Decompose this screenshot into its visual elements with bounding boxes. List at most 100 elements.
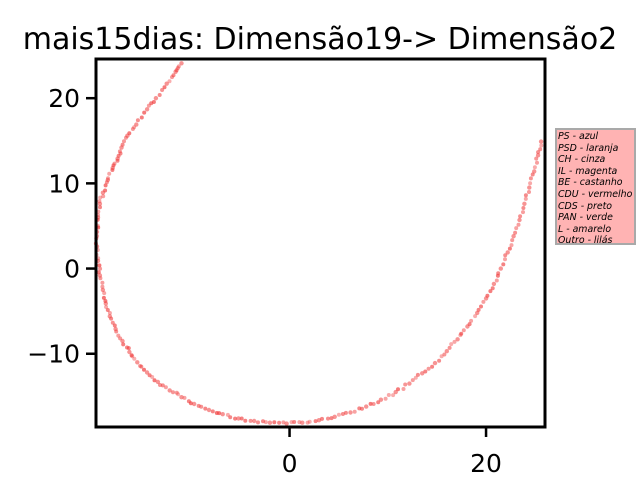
scatter-point	[101, 295, 106, 300]
scatter-point	[292, 420, 297, 424]
scatter-point	[206, 407, 212, 413]
scatter-point	[444, 349, 449, 354]
scatter-point	[449, 342, 454, 347]
scatter-point	[124, 135, 128, 140]
scatter-point	[535, 153, 541, 158]
scatter-point	[494, 278, 499, 283]
scatter-point	[348, 410, 353, 415]
legend-entry: PS - azul	[558, 131, 599, 142]
scatter-point	[130, 127, 135, 131]
scatter-point	[528, 176, 533, 181]
scatter-point	[401, 387, 406, 391]
scatter-point	[267, 420, 273, 425]
scatter-point	[110, 168, 115, 172]
scatter-point	[233, 416, 238, 421]
scatter-point	[305, 420, 310, 425]
scatter-point	[149, 101, 154, 106]
scatter-point	[538, 147, 543, 152]
scatter-point	[179, 61, 184, 66]
legend-entry: L - amarelo	[558, 223, 612, 235]
scatter-point	[132, 356, 137, 361]
x-tick-label: 0	[282, 449, 298, 478]
scatter-point	[511, 234, 516, 239]
scatter-point	[102, 291, 107, 296]
scatter-point	[192, 401, 197, 407]
legend-entry: BE - castanho	[558, 177, 623, 189]
scatter-point	[163, 385, 168, 390]
scatter-point	[109, 316, 114, 321]
scatter-point	[455, 337, 460, 342]
scatter-point	[383, 396, 388, 401]
scatter-point	[476, 307, 481, 312]
scatter-point	[521, 210, 525, 215]
scatter-point	[239, 416, 244, 421]
scatter-point	[336, 412, 341, 417]
scatter-point	[155, 379, 161, 385]
scatter-point	[98, 205, 102, 210]
scatter-point	[371, 402, 376, 406]
scatter-point	[122, 139, 126, 144]
scatter-point	[509, 243, 514, 248]
scatter-point	[518, 214, 523, 219]
scatter-point	[410, 378, 415, 383]
scatter-point	[469, 318, 474, 323]
scatter-point	[182, 395, 187, 400]
scatter-point	[100, 190, 106, 195]
axes: 0 20 −10 0 10 20	[27, 57, 547, 478]
scatter-point	[243, 418, 248, 423]
scatter-point	[114, 329, 119, 334]
legend-entry: CDU - vermelho	[558, 188, 633, 200]
scatter-point	[121, 342, 126, 347]
scatter-point	[513, 230, 518, 235]
scatter-point	[119, 145, 124, 150]
scatter-point	[473, 314, 478, 319]
scatter-point	[534, 156, 539, 161]
scatter-point	[173, 69, 178, 75]
scatter-point	[447, 345, 452, 350]
scatter-point	[126, 346, 131, 351]
scatter-point	[430, 364, 435, 369]
scatter-point	[112, 323, 117, 328]
scatter-point	[160, 383, 165, 388]
scatter-point	[461, 328, 466, 333]
scatter-point	[105, 308, 110, 312]
scatter-point	[248, 418, 253, 423]
scatter-point	[539, 143, 544, 148]
scatter-point	[505, 250, 510, 255]
legend-entry: Outro - lilás	[558, 235, 613, 247]
scatter-point	[479, 304, 483, 309]
scatter-point	[403, 382, 408, 387]
scatter-point	[501, 262, 506, 267]
scatter-point	[352, 409, 357, 414]
scatter-point	[220, 412, 225, 417]
scatter-point	[127, 349, 132, 355]
scatter-point	[326, 416, 330, 421]
chart-title: mais15dias: Dimensão19-> Dimensão2	[23, 22, 618, 57]
scatter-point	[162, 85, 167, 90]
scatter-point	[378, 397, 384, 402]
scatter-point	[146, 103, 151, 108]
scatter-point	[503, 253, 508, 258]
scatter-point	[115, 158, 120, 163]
scatter-points	[93, 61, 544, 426]
y-tick-label: 0	[64, 255, 80, 284]
scatter-point	[142, 367, 146, 372]
scatter-point	[393, 389, 398, 395]
scatter-point	[536, 150, 541, 155]
scatter-point	[152, 378, 157, 383]
scatter-point	[144, 370, 150, 375]
legend-entry: IL - magenta	[558, 165, 618, 177]
scatter-point	[252, 418, 257, 424]
scatter-point	[442, 352, 447, 357]
scatter-point	[364, 404, 369, 409]
scatter-point	[498, 266, 503, 271]
scatter-point	[170, 75, 174, 80]
scatter-point	[107, 311, 112, 315]
scatter-point	[139, 364, 144, 369]
scatter-point	[521, 206, 526, 210]
scatter-point	[103, 183, 108, 188]
scatter-point	[467, 322, 472, 327]
y-tick-label: 10	[48, 169, 80, 198]
scatter-point	[277, 420, 282, 425]
